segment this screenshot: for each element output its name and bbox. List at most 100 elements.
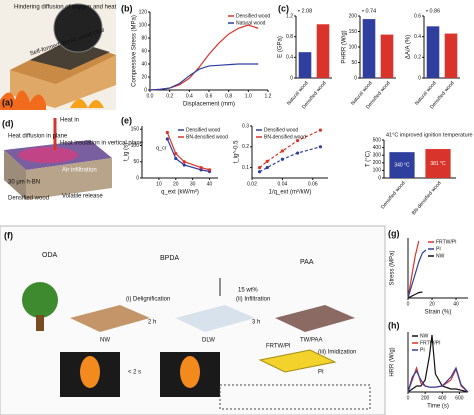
flame	[0, 90, 46, 110]
trunk	[36, 315, 44, 331]
label: 15 wt%	[238, 288, 258, 294]
y-tick-label: 60	[141, 48, 147, 54]
panel-a: (a) Hindering diffusion of oxygen and he…	[0, 0, 117, 110]
y-tick-label: 120	[139, 9, 148, 15]
wood-side	[4, 150, 26, 200]
x-tick-label: 20	[429, 301, 435, 307]
y-axis-label: t_ig^-0.5	[234, 140, 240, 163]
annotation: Heat diffusion in plane	[8, 134, 68, 140]
y-tick-label: 0.3	[242, 123, 249, 129]
frtw-block	[258, 349, 337, 373]
y-tick-label: 100	[373, 168, 382, 174]
series-line	[149, 24, 259, 91]
panel-d: (d) Heat in Heat diffusion in plane Heat…	[2, 118, 144, 202]
x-tick-label: 0.0	[147, 93, 154, 99]
x-tick-label: Densified wood	[380, 180, 407, 210]
bar	[316, 24, 330, 78]
y-tick-label: 0	[144, 87, 147, 93]
label: PI	[318, 370, 324, 376]
wood-nw	[70, 305, 150, 332]
x-tick-label: 0.02	[247, 181, 257, 187]
wood-dlw	[175, 305, 255, 332]
series-line	[407, 334, 469, 393]
panel-label: (g)	[388, 228, 400, 238]
label: (i) Delignification	[126, 297, 170, 303]
legend-label: FRTW/PI	[420, 340, 440, 346]
series-line	[407, 240, 420, 299]
label: 2 h	[148, 320, 156, 326]
x-axis-label: Displacement (mm)	[183, 102, 235, 108]
y-tick-label: 500	[373, 137, 382, 143]
y-axis-label: Compressive Stress (MPa)	[132, 15, 138, 87]
y-tick-label: 40	[141, 61, 147, 67]
x-tick-label: 0	[407, 395, 410, 401]
series-line	[407, 249, 427, 299]
y-tick-label: 0.6	[414, 13, 421, 19]
label: PAA	[300, 259, 314, 266]
label: ODA	[42, 252, 58, 259]
y-tick-label: 0	[354, 75, 357, 81]
y-tick-label: 200	[349, 13, 358, 19]
y-tick-label: 0	[418, 75, 421, 81]
label: 3 h	[252, 320, 260, 326]
label: < 2 s	[128, 370, 141, 376]
annotation: • 0.86	[426, 8, 440, 14]
series-line	[259, 146, 321, 173]
label: TW/PAA	[300, 338, 323, 344]
x-tick-label: 0.4	[186, 93, 193, 99]
flame	[180, 356, 200, 388]
x-tick-label: 0.06	[308, 181, 318, 187]
flame	[80, 356, 100, 388]
panel-label: (f)	[4, 230, 13, 240]
label: FRTW/PI	[266, 344, 291, 350]
x-tick-label: BN-densified wood	[411, 180, 443, 216]
bar	[380, 34, 394, 78]
panel-label: (b)	[121, 3, 133, 13]
legend-label: Densified wood	[236, 13, 270, 19]
legend-label: PI	[436, 246, 441, 252]
y-tick-label: 50	[133, 159, 139, 165]
flame	[70, 99, 104, 108]
heat-spot	[18, 147, 78, 163]
legend-label: PI	[420, 347, 425, 353]
series-line	[166, 138, 210, 173]
annotation: Air infiltration	[62, 168, 97, 174]
x-tick-label: 0	[407, 301, 410, 307]
annotation: Heat insulation in vertical plane	[60, 141, 144, 147]
series-line	[259, 129, 321, 169]
y-tick-label: 400	[373, 145, 382, 151]
legend-label: Natural wood	[236, 20, 266, 26]
legend-label: FRTW/PI	[436, 239, 456, 245]
value-label: 381 °C	[430, 161, 446, 167]
y-tick-label: 0.4	[414, 34, 421, 40]
bar	[362, 19, 376, 79]
panel-label: (c)	[278, 3, 289, 13]
structure	[219, 384, 371, 410]
y-axis-label: HRR (W/g)	[390, 347, 396, 376]
annotation: q_cr	[156, 145, 167, 151]
label: (ii) Infiltration	[236, 297, 270, 303]
y-axis-label: t_ig (s)	[124, 143, 130, 161]
panel-label: (a)	[2, 97, 13, 107]
y-tick-label: 100	[349, 44, 358, 50]
y-tick-label: 80	[141, 35, 147, 41]
y-tick-label: 0	[290, 75, 293, 81]
bar	[298, 52, 312, 78]
legend-label: NW	[436, 253, 445, 259]
label: BPDA	[160, 255, 179, 262]
annotation: • 0.74	[362, 8, 376, 14]
bar	[425, 149, 451, 178]
y-axis-label: ΔA/A (%)	[406, 35, 412, 59]
legend-label: BN-densified wood	[264, 134, 306, 140]
annotation: Densified wood	[8, 196, 49, 202]
label: NW	[100, 338, 110, 344]
y-tick-label: 1.2	[286, 13, 293, 19]
x-tick-label: 1.2	[265, 93, 272, 99]
annotation: Heat in	[60, 118, 79, 124]
panel-label: (h)	[388, 320, 400, 330]
panel-f: (f) ODA BPDA PAA 15 wt% NW DLW TW/PAA (i…	[0, 225, 386, 415]
panel-label: (e)	[121, 115, 132, 125]
series-line	[407, 291, 423, 299]
